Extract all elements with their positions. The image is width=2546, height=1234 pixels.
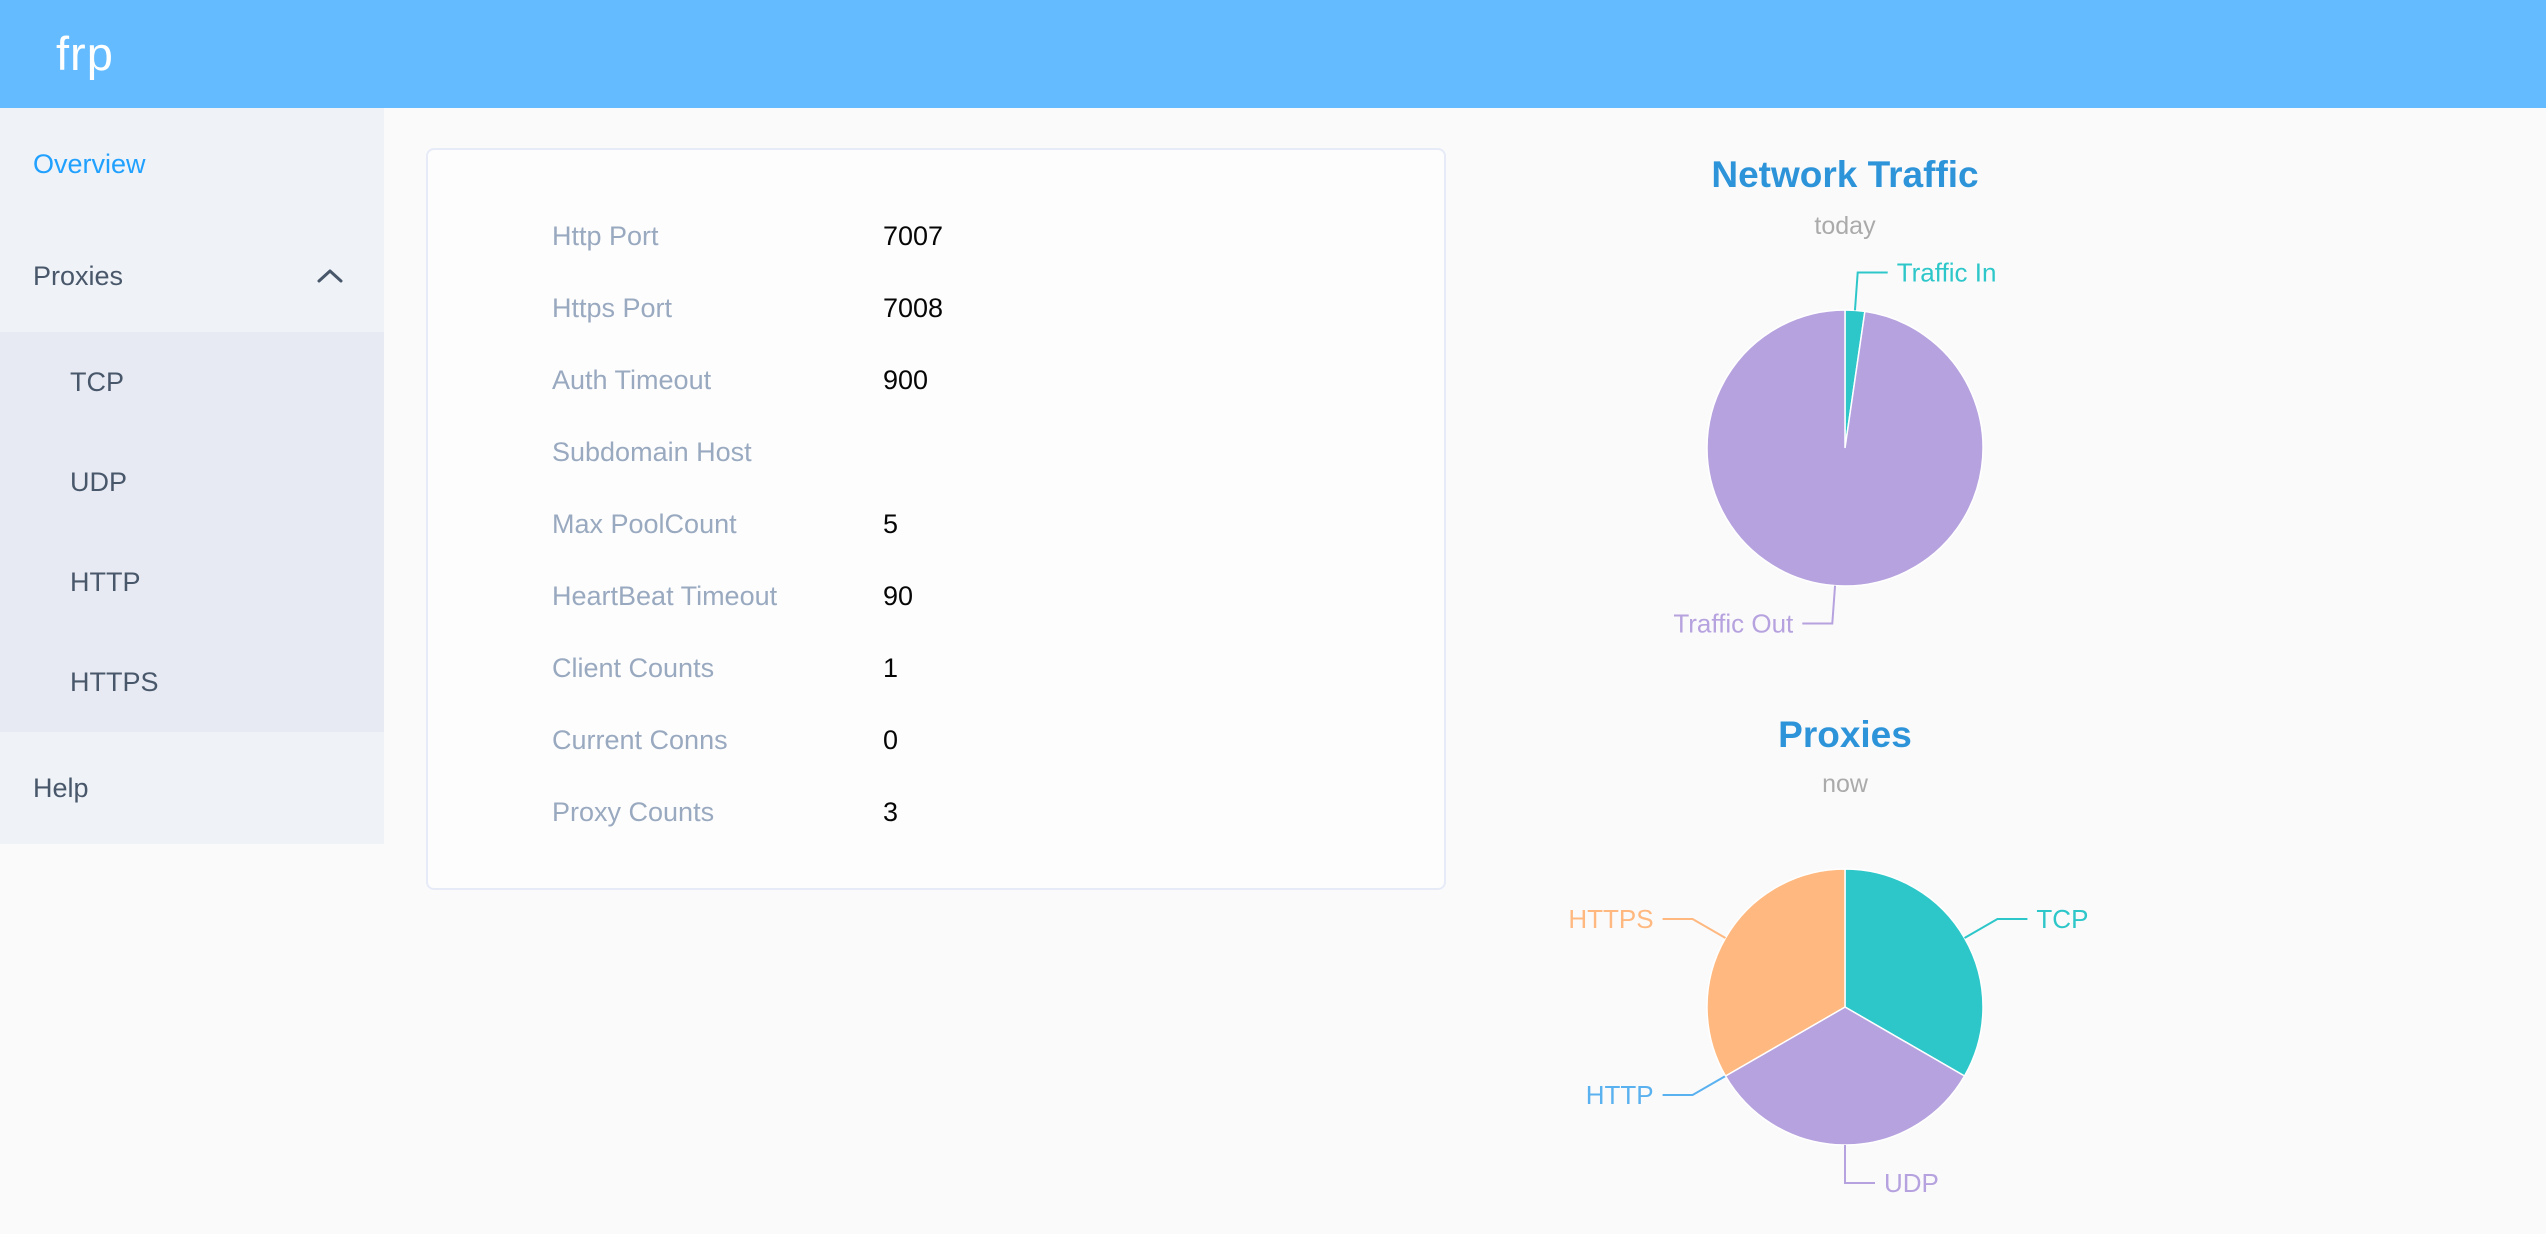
info-value: 1 — [883, 653, 899, 683]
proxies-chart-title: Proxies — [1778, 714, 1912, 755]
app-header: frp — [0, 0, 2546, 108]
sidebar-item-http[interactable]: HTTP — [0, 532, 384, 632]
info-row-auth-timeout: Auth Timeout 900 — [428, 344, 1444, 416]
info-label: Http Port — [552, 221, 659, 251]
info-label: Current Conns — [552, 725, 728, 755]
sidebar-item-label: HTTP — [70, 567, 141, 597]
pie-label-traffic-out: Traffic Out — [1673, 609, 1794, 639]
info-row-subdomain-host: Subdomain Host — [428, 416, 1444, 488]
info-label: Auth Timeout — [552, 365, 712, 395]
proxies-chart-subtitle: now — [1822, 770, 1868, 798]
info-row-current-conns: Current Conns 0 — [428, 704, 1444, 776]
info-row-https-port: Https Port 7008 — [428, 272, 1444, 344]
network-traffic-pie-chart[interactable]: Traffic In Traffic Out — [1495, 140, 2195, 660]
info-value: 0 — [883, 725, 899, 755]
sidebar-item-label: TCP — [70, 367, 124, 397]
chevron-up-icon — [317, 269, 343, 283]
info-value: 3 — [883, 797, 899, 827]
sidebar-item-label: Overview — [33, 149, 146, 179]
server-info-card: Http Port 7007 Https Port 7008 Auth Time… — [426, 148, 1446, 890]
pie-label-tcp: TCP — [2036, 904, 2088, 934]
network-traffic-chart-title: Network Traffic — [1711, 154, 1979, 195]
info-value: 900 — [883, 365, 929, 395]
sidebar: Overview Proxies TCP UDP HTTP HTTPS Help — [0, 108, 384, 844]
info-row-heartbeat-timeout: HeartBeat Timeout 90 — [428, 560, 1444, 632]
sidebar-item-label: Proxies — [33, 261, 124, 291]
pie-label-traffic-in: Traffic In — [1897, 257, 1997, 287]
pie-label-line-traffic-in — [1853, 271, 1888, 311]
pie-label-line-tcp — [1964, 918, 2028, 939]
pie-label-line-traffic-out — [1802, 585, 1837, 625]
sidebar-item-https[interactable]: HTTPS — [0, 632, 384, 732]
network-traffic-chart-subtitle: today — [1814, 212, 1876, 240]
sidebar-item-overview[interactable]: Overview — [0, 108, 384, 220]
sidebar-item-label: UDP — [70, 467, 128, 497]
frp-logo: frp — [56, 27, 114, 80]
pie-label-http: HTTP — [1586, 1080, 1654, 1110]
info-label: Max PoolCount — [552, 509, 737, 539]
info-value: 7008 — [883, 293, 944, 323]
sidebar-item-label: Help — [33, 773, 89, 803]
info-label: Subdomain Host — [552, 437, 752, 467]
proxies-pie-chart[interactable]: TCP UDP HTTP HTTPS — [1495, 700, 2195, 1234]
info-value: 7007 — [883, 221, 944, 251]
pie-slice-traffic-out[interactable] — [1706, 309, 1984, 587]
sidebar-item-udp[interactable]: UDP — [0, 432, 384, 532]
pie-label-line-http — [1662, 1075, 1726, 1096]
info-value: 5 — [883, 509, 899, 539]
proxies-submenu: TCP UDP HTTP HTTPS — [0, 332, 384, 732]
info-row-proxy-counts: Proxy Counts 3 — [428, 776, 1444, 848]
info-row-http-port: Http Port 7007 — [428, 200, 1444, 272]
info-label: HeartBeat Timeout — [552, 581, 778, 611]
sidebar-item-label: HTTPS — [70, 667, 159, 697]
info-value: 90 — [883, 581, 914, 611]
info-row-client-counts: Client Counts 1 — [428, 632, 1444, 704]
pie-label-line-udp — [1844, 1145, 1875, 1184]
sidebar-item-proxies[interactable]: Proxies — [0, 220, 384, 332]
sidebar-item-help[interactable]: Help — [0, 732, 384, 844]
info-label: Proxy Counts — [552, 797, 715, 827]
sidebar-item-tcp[interactable]: TCP — [0, 332, 384, 432]
pie-label-line-https — [1662, 918, 1726, 939]
pie-label-https: HTTPS — [1568, 904, 1653, 934]
info-label: Client Counts — [552, 653, 715, 683]
pie-label-udp: UDP — [1884, 1168, 1939, 1198]
info-label: Https Port — [552, 293, 673, 323]
info-row-max-poolcount: Max PoolCount 5 — [428, 488, 1444, 560]
